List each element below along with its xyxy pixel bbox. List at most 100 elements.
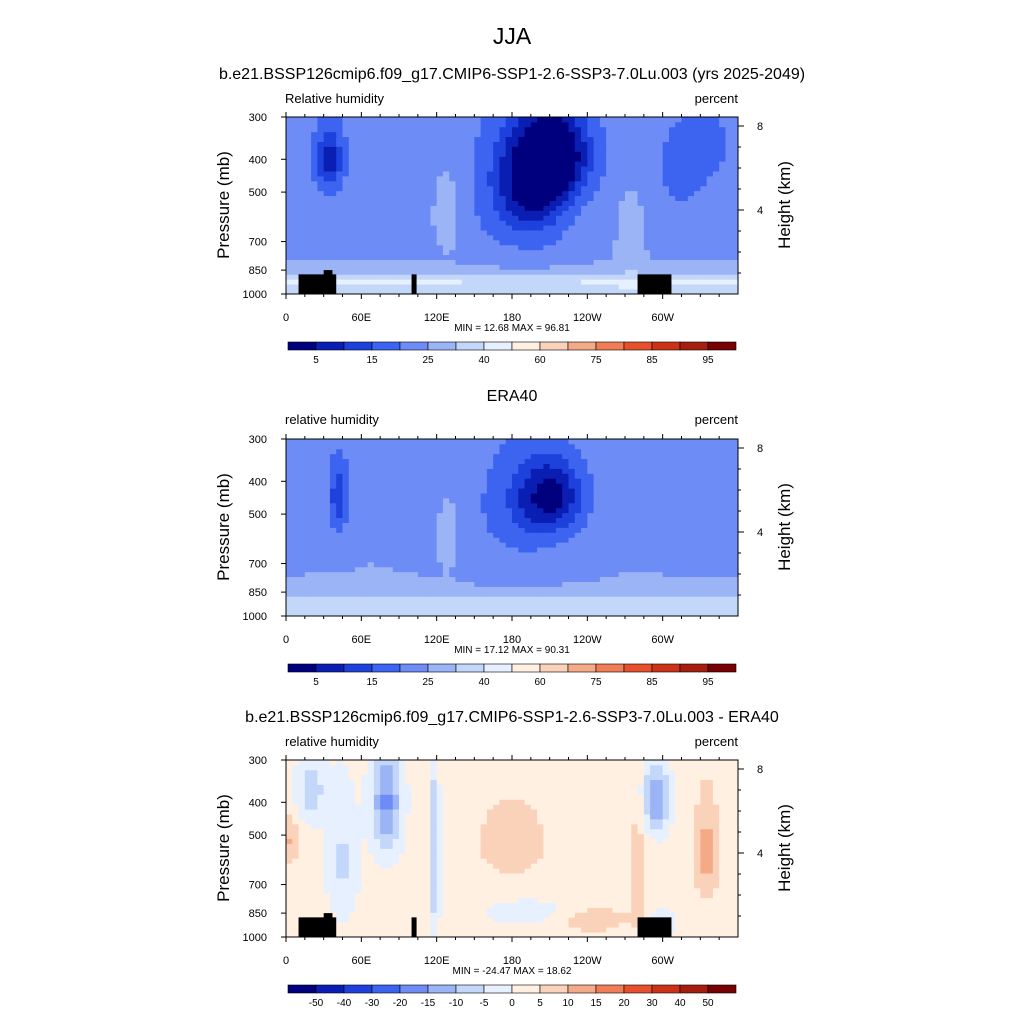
data-cell: [694, 259, 701, 265]
data-cell: [725, 200, 733, 206]
data-cell: [380, 235, 387, 241]
data-cell: [298, 190, 306, 197]
data-cell: [712, 502, 720, 509]
data-cell: [367, 517, 375, 523]
data-cell: [424, 239, 431, 246]
data-cell: [562, 156, 569, 162]
data-cell: [694, 249, 701, 256]
data-cell: [625, 171, 632, 177]
data-cell: [543, 596, 551, 602]
data-cell: [512, 166, 519, 172]
data-cell: [355, 478, 362, 484]
data-cell: [700, 601, 708, 607]
data-cell: [424, 195, 431, 201]
data-cell: [392, 473, 400, 479]
data-cell: [380, 611, 387, 617]
data-cell: [637, 269, 645, 275]
data-cell: [650, 126, 657, 133]
data-cell: [480, 284, 488, 290]
data-cell: [650, 557, 657, 563]
data-cell: [455, 284, 463, 290]
data-cell: [537, 190, 544, 197]
data-cell: [304, 493, 312, 499]
data-cell: [712, 478, 720, 484]
data-cell: [549, 126, 557, 133]
data-cell: [392, 205, 400, 211]
data-cell: [662, 176, 670, 182]
data-cell: [549, 239, 557, 246]
data-cell: [386, 601, 394, 607]
data-cell: [361, 478, 369, 484]
data-cell: [599, 566, 607, 573]
data-cell: [543, 269, 551, 275]
data-cell: [706, 279, 714, 285]
data-cell: [537, 458, 544, 464]
data-cell: [512, 468, 519, 474]
data-cell: [329, 576, 337, 582]
data-cell: [455, 547, 463, 553]
data-cell: [518, 463, 525, 469]
data-cell: [405, 512, 412, 519]
data-cell: [543, 517, 551, 523]
data-cell: [537, 259, 544, 265]
data-cell: [468, 512, 475, 519]
data-cell: [512, 274, 519, 280]
data-cell: [317, 195, 325, 201]
colorbar-swatch: [595, 341, 625, 351]
data-cell: [430, 136, 438, 142]
data-cell: [449, 542, 456, 548]
data-cell: [373, 522, 381, 528]
data-cell: [468, 488, 475, 494]
data-cell: [537, 483, 544, 489]
data-cell: [687, 220, 695, 226]
data-cell: [430, 493, 438, 499]
data-cell: [424, 151, 431, 157]
data-cell: [298, 156, 306, 162]
data-cell: [392, 274, 400, 280]
data-cell: [675, 498, 682, 504]
data-cell: [581, 244, 588, 251]
data-cell: [562, 576, 569, 582]
data-cell: [355, 576, 362, 582]
data-cell: [474, 507, 482, 514]
data-cell: [468, 239, 475, 246]
data-cell: [468, 244, 475, 251]
data-cell: [480, 215, 488, 221]
data-cell: [524, 166, 532, 172]
data-cell: [719, 259, 726, 265]
data-cell: [562, 566, 569, 573]
data-cell: [348, 264, 356, 270]
data-cell: [574, 463, 582, 469]
data-cell: [405, 557, 412, 563]
data-cell: [386, 161, 394, 167]
data-cell: [668, 269, 676, 275]
data-cell: [700, 185, 708, 192]
data-cell: [323, 537, 331, 543]
data-cell: [474, 200, 482, 206]
data-cell: [499, 561, 507, 568]
x-tick-label: 180: [503, 312, 521, 324]
data-cell: [625, 493, 632, 499]
data-cell: [687, 131, 695, 138]
data-cell: [618, 527, 626, 533]
data-cell: [587, 136, 595, 142]
data-cell: [675, 126, 682, 133]
data-cell: [725, 225, 733, 231]
data-cell: [486, 254, 494, 260]
data-cell: [543, 552, 551, 558]
data-cell: [355, 190, 362, 197]
data-cell: [581, 121, 588, 128]
data-cell: [373, 542, 381, 548]
data-cell: [361, 473, 369, 479]
data-cell: [493, 557, 500, 563]
data-cell: [367, 483, 375, 489]
data-cell: [537, 522, 544, 528]
data-cell: [549, 244, 557, 251]
data-cell: [373, 478, 381, 484]
data-cell: [599, 478, 607, 484]
colorbar-swatch: [567, 341, 597, 351]
data-cell: [706, 259, 714, 265]
data-cell: [700, 269, 708, 275]
data-cell: [562, 249, 569, 256]
data-cell: [700, 527, 708, 533]
